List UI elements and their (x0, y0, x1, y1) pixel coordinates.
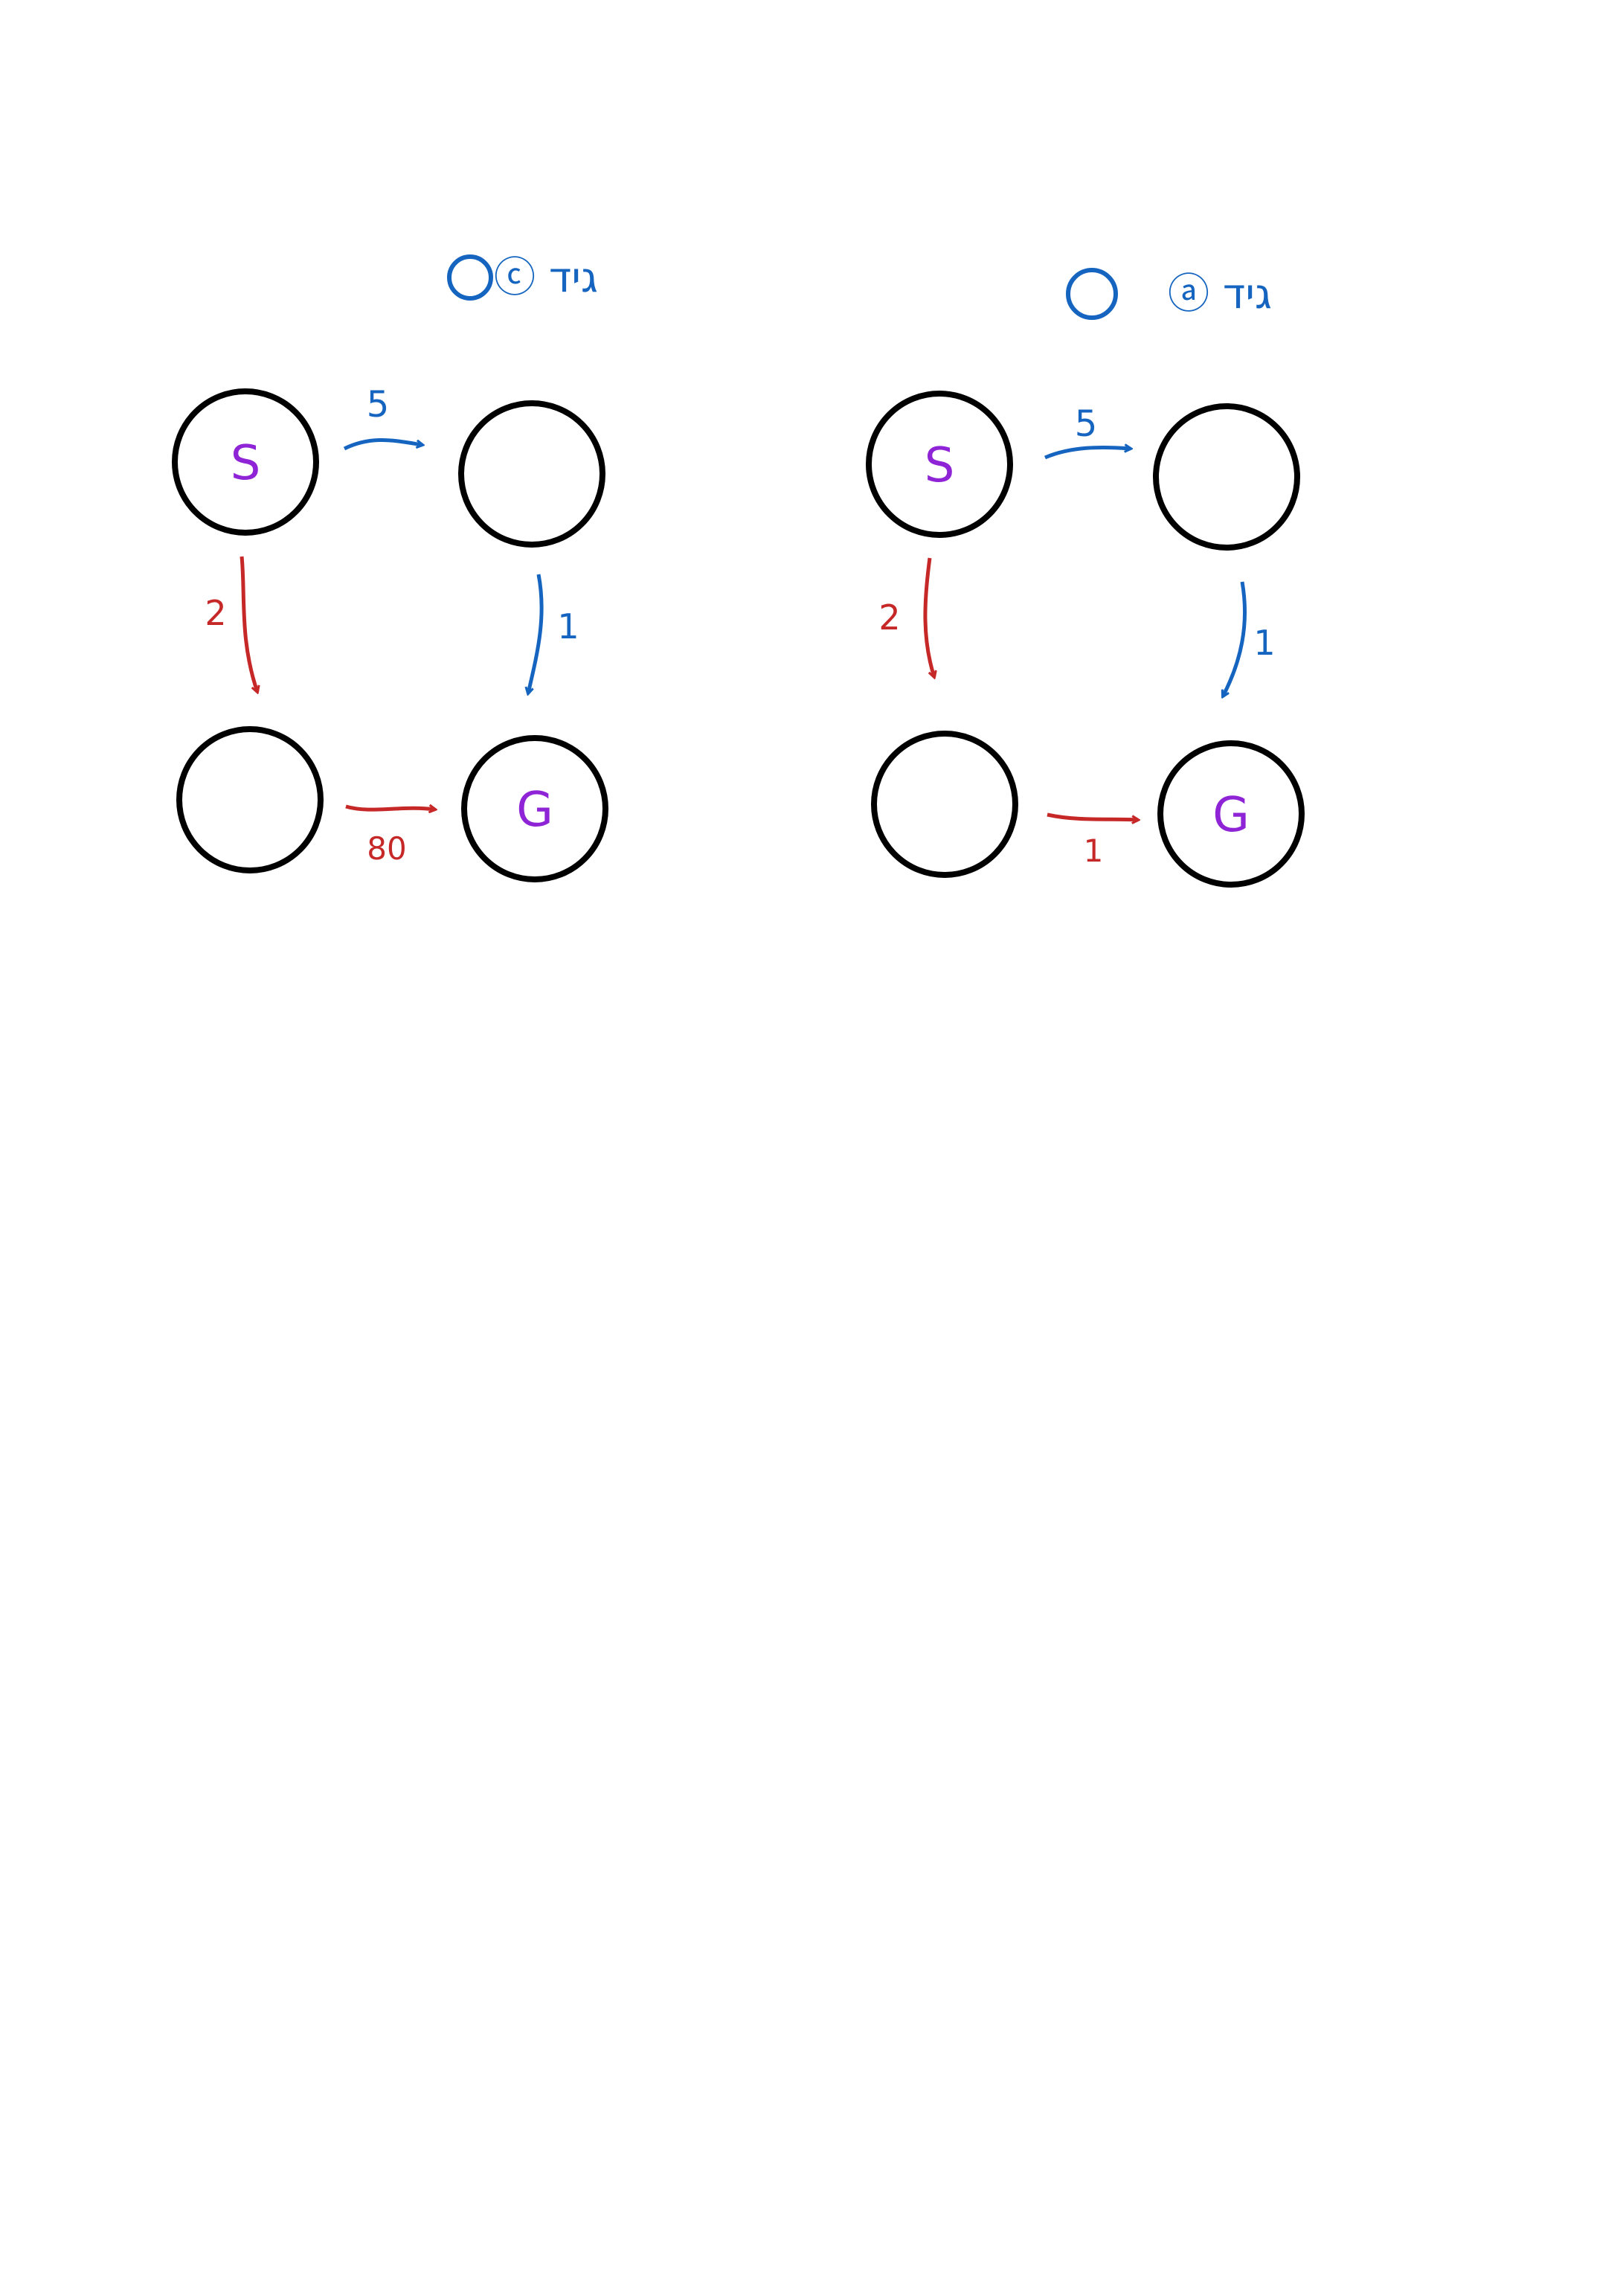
node-bottom-right: G (1157, 740, 1305, 888)
heading-left: ⓒ גיד (447, 254, 598, 302)
heading-label: ⓒ גיד (494, 254, 598, 302)
edge-label: 5 (367, 384, 390, 426)
heading-right: ⓐ גיד (1066, 268, 1272, 320)
node-top-right (1153, 403, 1300, 551)
edge-right: 1 (528, 574, 579, 693)
edge-label: 1 (557, 606, 579, 647)
edge-label: 1 (1084, 833, 1104, 869)
edge-right: 1 (1223, 581, 1276, 696)
node-bottom-left (176, 726, 324, 873)
heading-label: ⓐ גיד (1168, 270, 1272, 318)
node-label: S (925, 438, 955, 493)
heading-circle-icon (447, 254, 493, 301)
node-bottom-right: G (461, 735, 608, 882)
edge-label: 2 (878, 597, 900, 638)
heading-circle-icon (1066, 268, 1118, 320)
edge-top: 5 (343, 384, 422, 451)
edge-left: 2 (878, 557, 934, 677)
diagram-left: ⓒ גיד S G 5 1 2 (172, 254, 608, 882)
edge-left: 2 (205, 556, 257, 692)
edge-bottom: 80 (345, 807, 435, 867)
node-label: G (516, 783, 553, 838)
edge-label: 80 (367, 830, 406, 867)
node-label: G (1212, 788, 1250, 843)
edge-top: 5 (1044, 403, 1131, 460)
node-label: S (231, 436, 261, 491)
node-top-left: S (172, 388, 319, 536)
node-top-right (458, 400, 605, 548)
edge-bottom: 1 (1047, 812, 1138, 869)
node-bottom-left (871, 731, 1018, 878)
diagram-right: ⓐ גיד S G 5 1 2 (866, 268, 1305, 888)
node-top-left: S (866, 391, 1013, 538)
edge-label: 5 (1075, 403, 1098, 445)
edge-label: 2 (205, 593, 226, 633)
edge-label: 1 (1253, 623, 1275, 663)
